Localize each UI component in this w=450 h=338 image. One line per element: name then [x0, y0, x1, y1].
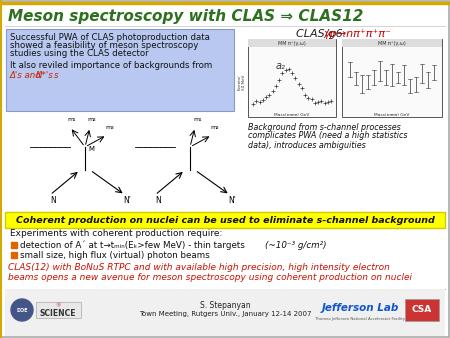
Bar: [36, 302, 81, 318]
Text: γp→nπ⁺π⁺π⁻: γp→nπ⁺π⁺π⁻: [323, 29, 391, 39]
Text: DOE: DOE: [16, 308, 28, 313]
Text: CLAS/g6:: CLAS/g6:: [296, 29, 350, 39]
Text: MM π⁺(γ,ω): MM π⁺(γ,ω): [378, 41, 406, 46]
Bar: [248, 39, 336, 117]
Text: beams opens a new avenue for meson spectroscopy using coherent production on nuc: beams opens a new avenue for meson spect…: [8, 272, 412, 282]
Text: Mass(nπππ) GeV: Mass(nπππ) GeV: [374, 113, 410, 117]
Text: (~10⁻³ g/cm²): (~10⁻³ g/cm²): [265, 241, 327, 249]
Text: N: N: [155, 196, 161, 205]
Text: Successful PWA of CLAS photoproduction data: Successful PWA of CLAS photoproduction d…: [10, 33, 210, 43]
Bar: [342, 39, 442, 117]
Text: N: N: [50, 196, 56, 205]
Text: Meson spectroscopy with CLAS ⇒ CLAS12: Meson spectroscopy with CLAS ⇒ CLAS12: [8, 8, 364, 24]
Text: N': N': [228, 196, 236, 205]
Bar: [248, 39, 336, 47]
Text: small size, high flux (virtual) photon beams: small size, high flux (virtual) photon b…: [20, 250, 210, 260]
Text: m₂: m₂: [87, 117, 95, 122]
Text: Δ's and: Δ's and: [10, 72, 45, 80]
Text: Town Meeting, Rutgers Univ., January 12-14 2007: Town Meeting, Rutgers Univ., January 12-…: [139, 311, 311, 317]
Text: m₂: m₂: [210, 125, 219, 130]
Text: MM π⁺(γ,ω): MM π⁺(γ,ω): [278, 41, 306, 46]
Text: showed a feasibility of meson spectroscopy: showed a feasibility of meson spectrosco…: [10, 42, 198, 50]
Text: SCIENCE: SCIENCE: [40, 309, 76, 317]
Text: Events/
50 MeV: Events/ 50 MeV: [238, 74, 246, 90]
Text: Background from s-channel processes: Background from s-channel processes: [248, 122, 401, 131]
Text: data), introduces ambiguities: data), introduces ambiguities: [248, 141, 366, 149]
Bar: [342, 39, 442, 47]
Text: a₂: a₂: [276, 61, 286, 71]
Circle shape: [11, 299, 33, 321]
Bar: [405, 299, 439, 321]
Text: s: s: [54, 72, 58, 80]
Text: CSA: CSA: [412, 306, 432, 314]
Text: CLAS(12) with BoNuS RTPC and with available high precision, high intensity elect: CLAS(12) with BoNuS RTPC and with availa…: [8, 263, 390, 271]
Text: S. Stepanyan: S. Stepanyan: [200, 300, 250, 310]
Text: m₃: m₃: [105, 125, 113, 130]
Text: m₁: m₁: [193, 117, 202, 122]
Text: Thomas Jefferson National Accelerator Facility: Thomas Jefferson National Accelerator Fa…: [315, 317, 405, 321]
Bar: [5, 212, 445, 228]
Text: m₁: m₁: [67, 117, 76, 122]
Text: N': N': [123, 196, 131, 205]
Bar: [6, 29, 234, 111]
Text: N*'s: N*'s: [36, 72, 54, 80]
Text: Jefferson Lab: Jefferson Lab: [321, 303, 399, 313]
Bar: [5, 289, 445, 336]
Text: Coherent production on nuclei can be used to eliminate s-channel background: Coherent production on nuclei can be use…: [16, 216, 434, 225]
Text: detection of A´ at t→tₘᵢₙ(Eₖ>few MeV) - thin targets: detection of A´ at t→tₘᵢₙ(Eₖ>few MeV) - …: [20, 240, 248, 250]
Text: It also reviled importance of backgrounds from: It also reviled importance of background…: [10, 62, 212, 71]
Text: M: M: [88, 146, 94, 152]
Text: studies using the CLAS detector: studies using the CLAS detector: [10, 49, 148, 58]
Text: complicates PWA (need a high statistics: complicates PWA (need a high statistics: [248, 131, 408, 141]
Text: ®: ®: [55, 304, 61, 309]
Text: Experiments with coherent production require:: Experiments with coherent production req…: [10, 230, 222, 239]
Text: Mass(nπππ) GeV: Mass(nπππ) GeV: [274, 113, 310, 117]
